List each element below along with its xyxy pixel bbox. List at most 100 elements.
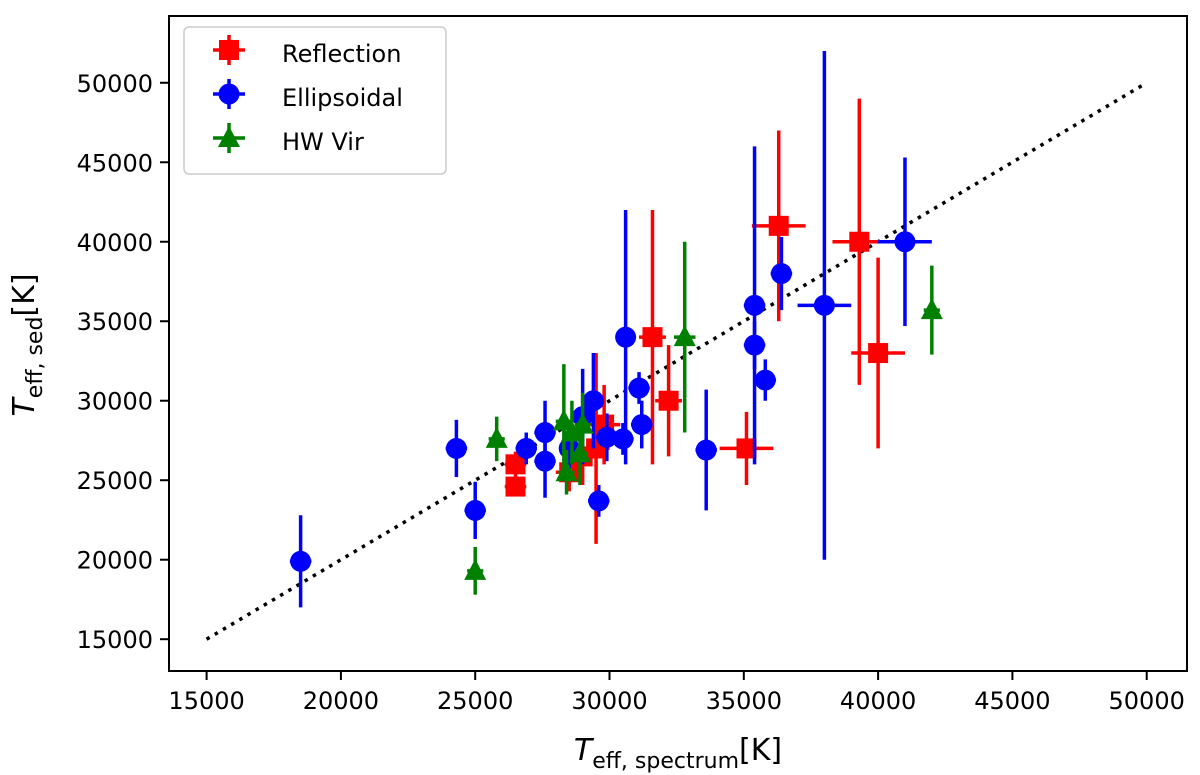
legend-marker-triangle [218, 126, 240, 147]
marker-circle [894, 231, 916, 253]
marker-circle [628, 377, 650, 399]
y-axis-label-main: T [7, 396, 42, 417]
marker-square [505, 454, 526, 475]
marker-square [849, 231, 870, 252]
data-point-reflection-10 [832, 98, 887, 385]
x-axis-label-unit: [K] [739, 733, 782, 768]
legend: Reflection Ellipsoidal HW Vir [183, 26, 447, 175]
x-tick-label: 25000 [437, 687, 513, 715]
x-tick-label: 35000 [706, 687, 782, 715]
data-point-hw-vir-3 [555, 450, 578, 495]
marker-circle [515, 437, 537, 459]
marker-circle [813, 294, 835, 316]
marker-triangle [552, 409, 575, 431]
x-tick-label: 45000 [974, 687, 1050, 715]
marker-circle [615, 326, 637, 348]
x-axis-label-main: T [574, 733, 595, 768]
reference-line-layer [205, 81, 1148, 641]
data-point-reflection-7 [655, 345, 683, 457]
marker-triangle [920, 298, 943, 320]
data-point-hw-vir-0 [464, 546, 487, 595]
marker-circle [596, 426, 618, 448]
marker-square [868, 343, 889, 364]
data-point-ellipsoidal-12 [615, 209, 637, 465]
y-axis-label-sub: eff, sed [23, 317, 48, 399]
y-tick-label: 20000 [77, 547, 153, 575]
marker-circle [612, 428, 634, 450]
data-point-ellipsoidal-3 [515, 432, 537, 465]
legend-entry-hw-vir: HW Vir [213, 123, 364, 156]
x-tick-label: 40000 [840, 687, 916, 715]
data-point-ellipsoidal-11 [612, 422, 634, 455]
marker-circle [631, 414, 653, 436]
legend-marker-circle [218, 83, 240, 105]
series-hw-vir [464, 241, 943, 595]
data-point-ellipsoidal-9 [588, 484, 610, 517]
marker-circle [534, 422, 556, 444]
marker-circle [582, 390, 604, 412]
marker-circle [290, 550, 312, 572]
data-layer [289, 50, 943, 608]
marker-square [658, 390, 679, 411]
y-tick-label: 45000 [77, 149, 153, 177]
data-point-reflection-0 [504, 451, 527, 478]
data-point-hw-vir-1 [485, 416, 508, 462]
data-point-ellipsoidal-18 [754, 359, 777, 401]
marker-triangle [571, 412, 594, 434]
data-point-ellipsoidal-5 [534, 400, 556, 465]
x-axis-label: Teff, spectrum[K] [574, 733, 782, 774]
y-axis-label-unit: [K] [7, 273, 42, 316]
data-point-reflection-11 [851, 257, 905, 449]
marker-triangle [673, 325, 696, 347]
y-tick-label: 30000 [77, 388, 153, 416]
marker-square [505, 476, 526, 497]
data-point-ellipsoidal-15 [695, 389, 717, 511]
data-point-hw-vir-7 [673, 241, 696, 433]
marker-circle [695, 439, 717, 461]
x-axis: 15000 20000 25000 30000 35000 40000 45000 50000 [168, 671, 1185, 715]
data-point-ellipsoidal-1 [445, 419, 468, 478]
y-tick-label: 50000 [77, 70, 153, 98]
y-axis-label: Teff, sed[K] [7, 273, 48, 416]
legend-box [183, 26, 447, 175]
marker-circle [744, 334, 766, 356]
marker-circle [744, 294, 766, 316]
legend-label-ellipsoidal: Ellipsoidal [282, 84, 403, 112]
legend-entry-reflection: Reflection [213, 35, 401, 68]
legend-label-reflection: Reflection [282, 40, 401, 68]
marker-circle [588, 490, 610, 512]
y-tick-label: 25000 [77, 467, 153, 495]
plot-frame [168, 15, 1188, 672]
data-point-reflection-6 [639, 209, 666, 465]
legend-marker-square [219, 40, 239, 60]
y-axis: 15000 20000 25000 30000 35000 40000 45000 50000 [77, 70, 169, 654]
marker-triangle [555, 460, 578, 482]
data-point-ellipsoidal-21 [878, 157, 932, 327]
marker-triangle [568, 441, 591, 463]
data-point-ellipsoidal-17 [743, 321, 766, 369]
x-tick-label: 15000 [168, 687, 244, 715]
data-point-ellipsoidal-20 [797, 50, 852, 560]
y-tick-label: 35000 [77, 308, 153, 336]
data-point-ellipsoidal-19 [770, 236, 793, 311]
marker-circle [445, 437, 467, 459]
legend-entry-ellipsoidal: Ellipsoidal [213, 79, 403, 112]
y-tick-label: 15000 [77, 626, 153, 654]
identity-reference-line [205, 81, 1148, 641]
marker-square [768, 215, 789, 236]
marker-circle [754, 369, 776, 391]
x-tick-label: 50000 [1109, 687, 1185, 715]
data-point-hw-vir-2 [552, 364, 575, 479]
marker-square [736, 438, 757, 459]
data-point-reflection-8 [719, 411, 774, 485]
y-tick-label: 40000 [77, 229, 153, 257]
data-point-ellipsoidal-16 [743, 146, 766, 465]
x-tick-label: 20000 [303, 687, 379, 715]
marker-triangle [560, 420, 583, 442]
data-point-ellipsoidal-14 [630, 400, 653, 449]
x-tick-label: 30000 [571, 687, 647, 715]
data-point-ellipsoidal-13 [628, 372, 650, 404]
data-point-reflection-9 [751, 130, 806, 322]
marker-circle [770, 263, 792, 285]
